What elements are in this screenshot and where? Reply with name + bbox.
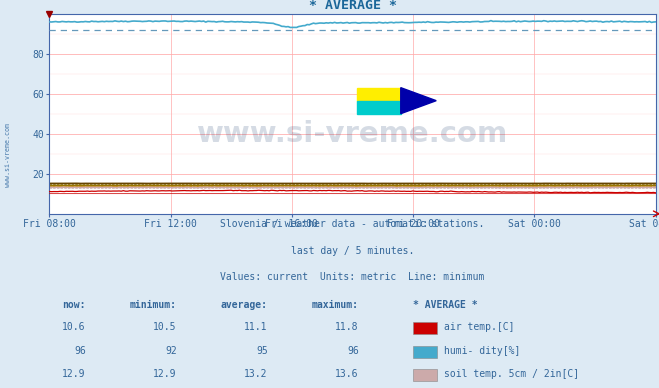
Text: Slovenia / weather data - automatic stations.: Slovenia / weather data - automatic stat… <box>220 219 485 229</box>
Text: 92: 92 <box>165 346 177 355</box>
Text: www.si-vreme.com: www.si-vreme.com <box>5 123 11 187</box>
Text: maximum:: maximum: <box>312 300 358 310</box>
Text: 10.6: 10.6 <box>63 322 86 332</box>
Text: 11.1: 11.1 <box>244 322 268 332</box>
Text: 13.2: 13.2 <box>244 369 268 379</box>
Text: 12.9: 12.9 <box>63 369 86 379</box>
Text: 96: 96 <box>347 346 358 355</box>
Bar <box>413 346 438 358</box>
Text: Values: current  Units: metric  Line: minimum: Values: current Units: metric Line: mini… <box>220 272 485 282</box>
Text: 10.5: 10.5 <box>154 322 177 332</box>
Text: air temp.[C]: air temp.[C] <box>444 322 514 332</box>
Polygon shape <box>357 100 401 114</box>
Text: www.si-vreme.com: www.si-vreme.com <box>197 120 508 148</box>
Text: minimum:: minimum: <box>130 300 177 310</box>
Text: 95: 95 <box>256 346 268 355</box>
Text: 12.9: 12.9 <box>154 369 177 379</box>
Bar <box>413 322 438 334</box>
Text: * AVERAGE *: * AVERAGE * <box>413 300 478 310</box>
Polygon shape <box>357 88 401 100</box>
Polygon shape <box>401 88 436 114</box>
Text: 96: 96 <box>74 346 86 355</box>
Text: humi- dity[%]: humi- dity[%] <box>444 346 520 355</box>
Title: * AVERAGE *: * AVERAGE * <box>308 0 397 12</box>
Bar <box>413 369 438 381</box>
Text: last day / 5 minutes.: last day / 5 minutes. <box>291 246 415 256</box>
Text: average:: average: <box>221 300 268 310</box>
Text: now:: now: <box>63 300 86 310</box>
Text: 11.8: 11.8 <box>335 322 358 332</box>
Text: 13.6: 13.6 <box>335 369 358 379</box>
Text: soil temp. 5cm / 2in[C]: soil temp. 5cm / 2in[C] <box>444 369 579 379</box>
